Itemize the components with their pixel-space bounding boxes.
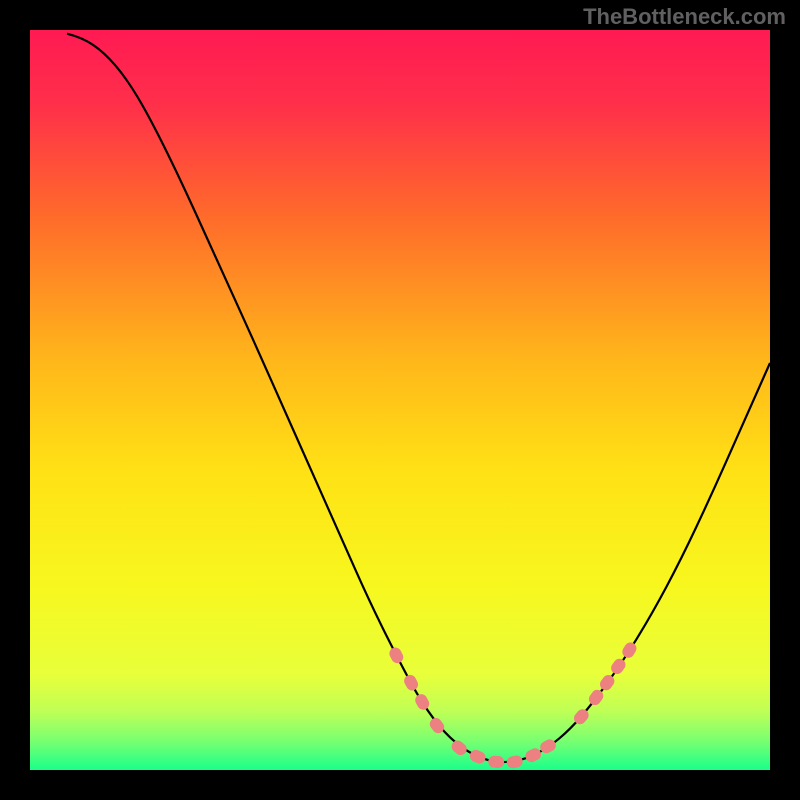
curve-marker [387, 645, 405, 665]
chart-area [30, 30, 770, 770]
curve-marker [538, 737, 558, 755]
chart-curve-layer [30, 30, 770, 770]
curve-marker [598, 673, 617, 693]
curve-marker [449, 738, 469, 757]
curve-marker [488, 755, 505, 768]
curve-marker [523, 746, 543, 764]
bottleneck-curve [67, 34, 770, 762]
marker-group [387, 640, 638, 769]
watermark-text: TheBottleneck.com [583, 4, 786, 30]
curve-marker [620, 640, 639, 660]
curve-marker [413, 692, 431, 712]
curve-marker [468, 748, 487, 765]
curve-marker [609, 656, 628, 676]
curve-marker [427, 716, 446, 736]
curve-marker [506, 754, 524, 769]
curve-marker [402, 673, 420, 693]
